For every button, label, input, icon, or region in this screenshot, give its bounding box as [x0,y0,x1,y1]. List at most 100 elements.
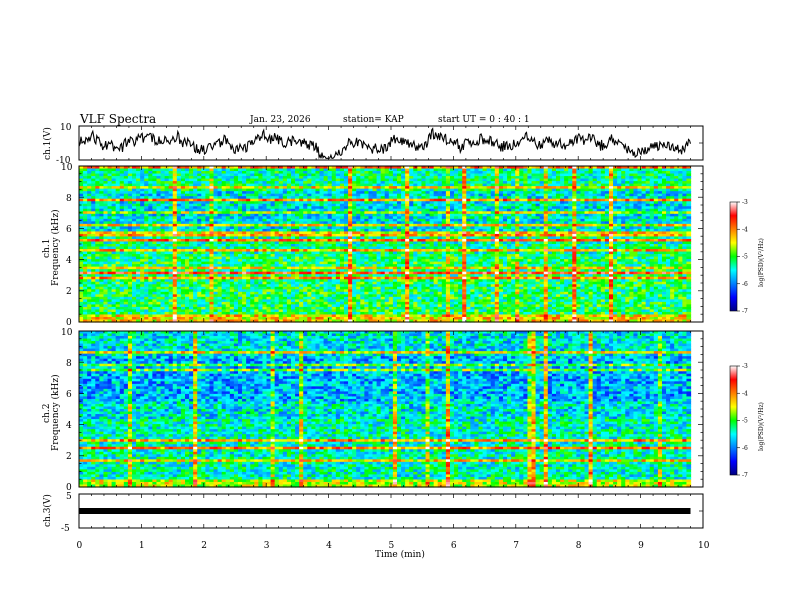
spectrogram-cell [119,168,125,172]
spectrogram-cell [197,218,202,222]
spectrogram-cell [388,299,394,303]
spectrogram-cell [193,309,198,313]
spectrogram-cell [246,261,251,265]
spectrogram-cell [205,203,211,207]
spectrogram-cell [213,246,219,250]
spectrogram-cell [392,246,398,250]
spectrogram-cell [242,223,247,227]
spectrogram-cell [213,171,219,175]
spectrogram-cell [111,249,117,253]
spectrogram-cell [278,291,284,295]
spectrogram-cell [286,316,292,321]
spectrogram-cell [221,246,227,250]
spectrogram-cell [356,233,361,238]
spectrogram-cell [372,246,378,250]
spectrogram-cell [384,203,390,207]
spectrogram-cell [392,301,398,305]
spectrogram-cell [119,186,125,190]
spectrogram-cell [217,238,223,243]
spectrogram-cell [282,171,288,175]
spectrogram-cell [352,223,357,227]
spectrogram-cell [335,226,341,230]
spectrogram-cell [160,186,166,190]
spectrogram-cell [180,176,186,180]
spectrogram-cell [79,213,84,217]
spectrogram-cell [233,181,239,185]
spectrogram-cell [156,311,162,316]
spectrogram-cell [290,311,296,316]
spectrogram-cell [87,223,92,227]
spectrogram-cell [123,206,129,210]
spectrogram-cell [364,206,370,210]
spectrogram-cell [160,304,166,308]
spectrogram-cell [380,236,386,240]
spectrogram-cell [327,226,333,230]
spectrogram-cell [307,311,312,316]
spectrogram-cell [87,221,92,225]
spectrogram-cell [352,244,357,248]
spectrogram-cell [274,281,280,285]
spectrogram-cell [254,269,259,273]
spectrogram-cell [392,241,398,245]
spectrogram-cell [282,196,288,200]
spectrogram-cell [331,249,337,253]
spectrogram-cell [384,241,390,245]
spectrogram-cell [83,226,88,230]
spectrogram-cell [176,296,182,300]
spectrogram-cell [99,319,105,323]
spectrogram-cell [185,178,190,182]
spectrogram-cell [107,279,113,283]
spectrogram-cell [303,274,308,278]
spectrogram-cell [368,201,374,205]
spectrogram-cell [140,198,145,202]
spectrogram-cell [99,289,105,293]
spectrogram-cell [221,286,227,290]
spectrogram-cell [115,301,121,305]
spectrogram-cell [250,261,255,265]
spectrogram-cell [168,309,174,313]
spectrogram-cell [327,281,333,285]
spectrogram-cell [376,233,382,238]
spectrogram-cell [156,296,162,300]
spectrogram-cell [136,233,141,238]
spectrogram-cell [168,241,174,245]
spectrogram-cell [242,269,247,273]
spectrogram-cell [299,173,304,177]
spectrogram-cell [209,319,215,323]
spectrogram-cell [229,309,235,313]
spectrogram-cell [111,261,117,265]
spectrogram-cell [119,294,125,298]
spectrogram-cell [107,289,113,293]
spectrogram-cell [270,301,276,305]
spectrogram-cell [217,304,223,308]
spectrogram-cell [331,223,337,227]
spectrogram-cell [123,314,129,318]
spectrogram-cell [144,208,149,212]
spectrogram-cell [343,251,349,255]
spectrogram-cell [87,186,92,190]
spectrogram-cell [388,196,394,200]
spectrogram-cell [303,208,308,212]
spectrogram-cell [246,246,251,250]
spectrogram-cell [87,319,92,323]
spectrogram-cell [193,256,198,260]
spectrogram-cell [392,221,398,225]
spectrogram-cell [372,206,378,210]
spectrogram-cell [278,306,284,311]
spectrogram-cell [99,168,105,172]
spectrogram-cell [148,304,153,308]
spectrogram-cell [205,254,211,258]
spectrogram-cell [95,301,100,305]
spectrogram-cell [401,281,406,285]
spectrogram-cell [189,244,194,248]
spectrogram-cell [331,301,337,305]
spectrogram-cell [242,261,247,265]
spectrogram-cell [164,289,170,293]
spectrogram-cell [107,249,113,253]
spectrogram-cell [380,208,386,212]
spectrogram-cell [213,221,219,225]
spectrogram-cell [225,286,231,290]
spectrogram-cell [307,216,312,220]
spectrogram-cell [164,271,170,275]
spectrogram-cell [331,166,337,170]
